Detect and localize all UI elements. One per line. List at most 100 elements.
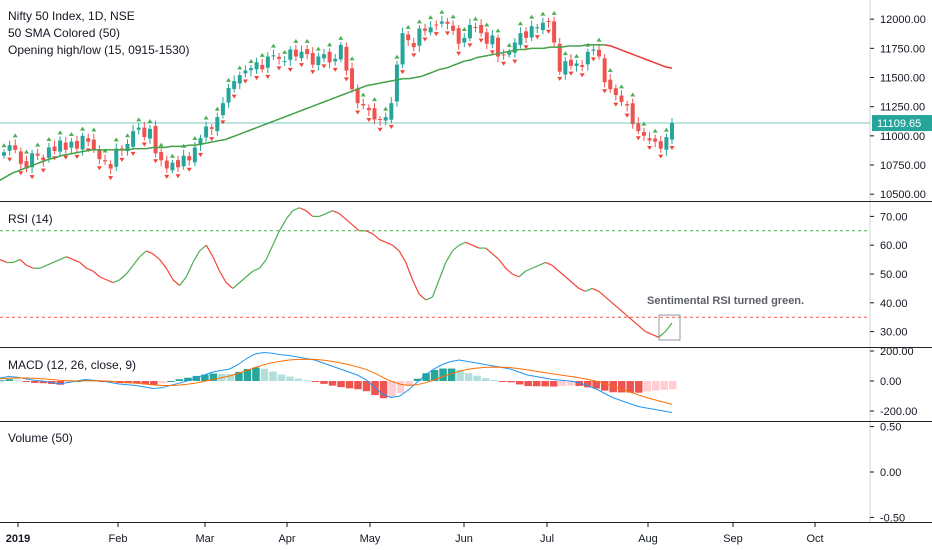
macd-histogram xyxy=(0,367,677,399)
opening-low-marker xyxy=(186,167,192,172)
macd-histogram-bar xyxy=(73,381,82,382)
candle-body xyxy=(237,75,242,84)
opening-high-marker xyxy=(663,127,669,132)
candle-body xyxy=(142,127,147,137)
rsi-segment xyxy=(219,270,227,283)
opening-low-marker xyxy=(287,67,293,72)
rsi-segment xyxy=(252,267,260,272)
opening-high-marker xyxy=(529,14,535,19)
macd-histogram-bar xyxy=(56,381,65,385)
macd-histogram-bar xyxy=(405,381,413,386)
rsi-segment xyxy=(498,259,507,269)
volume-pane[interactable]: 0.50 0.00 -0.50 Volume (50) xyxy=(8,422,905,525)
rsi-segment xyxy=(125,264,134,275)
rsi-pane[interactable]: 70.00 60.00 50.00 40.00 30.00 RSI (14) Senti… xyxy=(0,207,908,341)
opening-low-marker xyxy=(164,174,170,179)
price-tick-label: 11750.00 xyxy=(880,43,925,55)
macd-lines xyxy=(0,351,673,413)
macd-histogram-bar xyxy=(575,381,583,386)
sma-segment xyxy=(451,62,459,67)
sma-segment xyxy=(543,46,550,50)
candle-body xyxy=(613,88,618,95)
opening-low-marker xyxy=(321,64,327,69)
opening-high-marker xyxy=(405,24,411,29)
rsi-segment xyxy=(578,287,586,292)
rsi-segment xyxy=(119,273,127,281)
macd-pane[interactable]: 200.00 0.00 -200.00 MACD (12, 26, close, 9… xyxy=(0,346,917,418)
rsi-segment xyxy=(199,244,207,252)
sma-segment xyxy=(201,142,208,145)
macd-histogram-bar xyxy=(558,381,566,387)
rsi-segment xyxy=(605,296,613,304)
candle-body xyxy=(501,54,506,56)
sma-segment xyxy=(378,81,386,85)
sma-segment xyxy=(396,77,404,81)
rsi-segment xyxy=(452,244,460,252)
opening-high-marker xyxy=(574,53,580,58)
macd-histogram-bar xyxy=(617,381,626,393)
sma-segment xyxy=(506,49,514,53)
opening-high-marker xyxy=(226,77,232,82)
sma-segment xyxy=(622,49,630,54)
opening-low-marker xyxy=(242,79,248,84)
rsi-segment xyxy=(245,270,254,278)
sma-segment xyxy=(610,45,618,50)
candle-body xyxy=(91,139,96,150)
macd-histogram-bar xyxy=(362,381,371,392)
macd-histogram-bar xyxy=(5,379,14,381)
opening-low-marker xyxy=(231,94,237,99)
macd-axis: 200.00 0.00 -200.00 xyxy=(870,346,917,418)
candle-body xyxy=(316,56,321,66)
opening-low-marker xyxy=(602,89,608,94)
time-tick-label: Jul xyxy=(540,533,554,545)
sma-segment xyxy=(292,110,300,115)
opening-high-marker xyxy=(439,9,445,14)
price-pane[interactable]: 12000.00 11750.00 11500.00 11250.00 11000.00… xyxy=(0,9,932,201)
rsi-segment xyxy=(272,230,280,246)
opening-low-marker xyxy=(141,142,147,147)
price-tick-label: 11500.00 xyxy=(880,73,925,85)
macd-tick-label: -200.00 xyxy=(880,406,917,418)
rsi-segment xyxy=(512,273,520,278)
opening-high-marker xyxy=(169,153,175,158)
sma-segment xyxy=(665,66,673,69)
sma-segment xyxy=(525,47,532,51)
candle-body xyxy=(462,37,467,43)
rsi-segment xyxy=(545,261,553,266)
opening-high-marker xyxy=(23,149,29,154)
rsi-segment xyxy=(13,259,21,264)
opening-low-marker xyxy=(29,175,35,180)
price-tick-label: 11250.00 xyxy=(880,102,925,114)
opening-low-marker xyxy=(119,157,125,162)
candle-body xyxy=(664,137,669,150)
price-tick-label: 11000.00 xyxy=(880,131,925,143)
rsi-segment xyxy=(365,230,373,235)
sma-segment xyxy=(280,115,288,120)
rsi-segment xyxy=(265,244,274,260)
candle-body xyxy=(518,33,523,45)
rsi-segment xyxy=(651,333,659,338)
candle-body xyxy=(619,95,624,102)
macd-histogram-bar xyxy=(235,372,243,381)
candle-body xyxy=(2,152,6,156)
candle-body xyxy=(254,62,259,70)
rsi-segment xyxy=(26,264,34,269)
opening-high-marker xyxy=(652,128,658,133)
sma-segment xyxy=(513,48,520,52)
opening-low-marker xyxy=(153,159,159,164)
candle-body xyxy=(406,34,411,41)
rsi-segment xyxy=(538,261,546,266)
rsi-segment xyxy=(338,213,347,220)
candle-body xyxy=(187,156,192,161)
opening-high-marker xyxy=(158,142,164,147)
rsi-segment xyxy=(159,259,167,269)
time-axis[interactable]: 2019 Feb Mar Apr May Jun Jul Aug Sep Oct xyxy=(6,522,824,545)
candle-body xyxy=(338,44,343,60)
candle-body xyxy=(563,61,568,75)
rsi-axis: 70.00 60.00 50.00 40.00 30.00 xyxy=(870,211,908,339)
rsi-segment xyxy=(39,264,47,269)
sma-segment xyxy=(286,112,294,117)
rsi-segment xyxy=(405,262,414,280)
candle-body xyxy=(344,46,349,71)
